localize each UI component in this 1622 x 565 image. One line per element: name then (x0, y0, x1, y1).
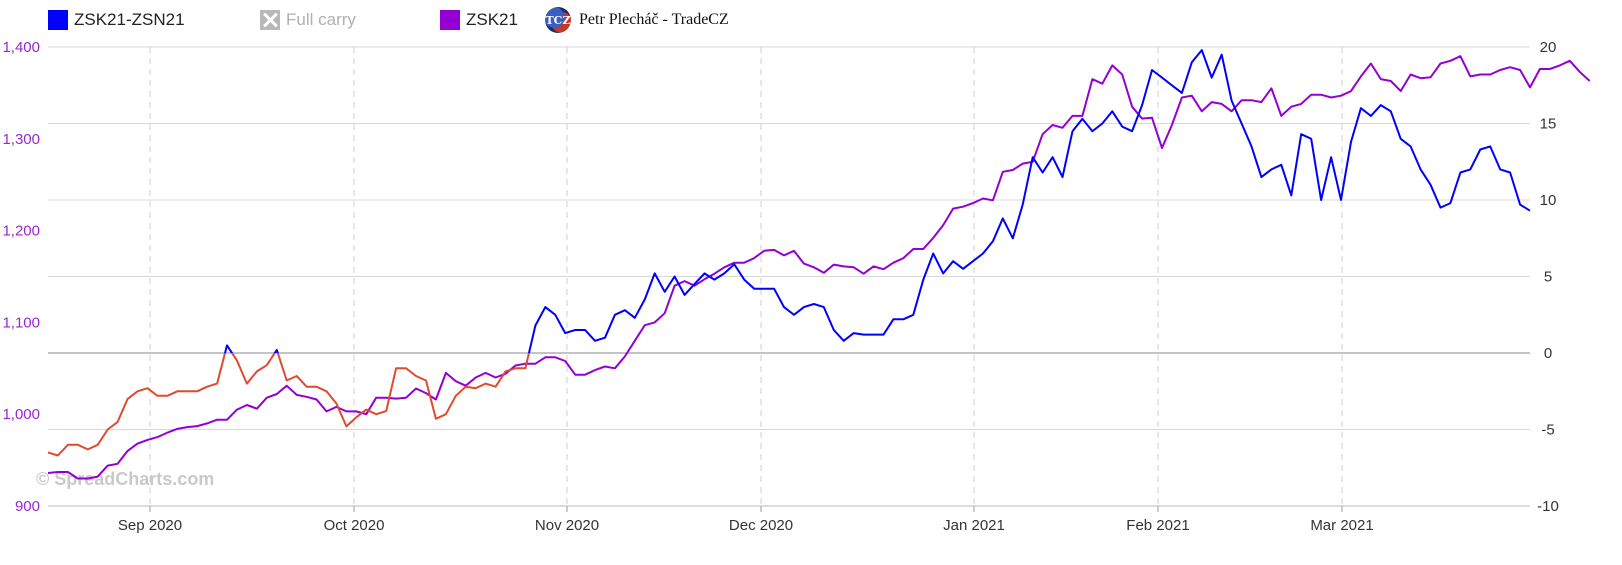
series-line-zsk21 (47, 55, 1591, 480)
y-left-tick-label: 1,100 (2, 314, 40, 331)
y-right-tick-label: 10 (1540, 192, 1557, 209)
y-right-tick-label: -10 (1537, 498, 1559, 515)
x-tick-label: Feb 2021 (1126, 517, 1189, 534)
legend-label-spread: ZSK21-ZSN21 (74, 10, 185, 29)
author-credit: TCZ Petr Plecháč - TradeCZ (545, 7, 729, 33)
legend-label-outright: ZSK21 (466, 10, 518, 29)
hidden-series-x-icon (260, 10, 280, 30)
chart-legend: ZSK21-ZSN21 Full carry ZSK21 TCZ Petr Pl… (0, 0, 1622, 40)
x-tick-label: Sep 2020 (118, 517, 182, 534)
legend-item-full-carry[interactable]: Full carry (260, 9, 356, 31)
series-line-spread-negative (47, 353, 531, 457)
axis-ticks: -10 -5 0 5 10 15 20 900 1,000 1,100 1,200 1,300 1,40… (2, 39, 1558, 534)
author-name: Petr Plecháč - TradeCZ (579, 11, 729, 28)
tradecz-logo-icon: TCZ (545, 7, 571, 33)
y-right-tick-label: -5 (1541, 422, 1554, 439)
y-left-tick-label: 1,200 (2, 223, 40, 240)
x-tick-label: Dec 2020 (729, 517, 793, 534)
x-tick-label: Jan 2021 (943, 517, 1005, 534)
y-right-tick-label: 20 (1540, 39, 1557, 56)
watermark: © SpreadCharts.com (36, 469, 214, 489)
legend-swatch-outright (440, 10, 460, 30)
y-left-tick-label: 1,400 (2, 39, 40, 56)
legend-item-outright[interactable]: ZSK21 (440, 9, 518, 31)
grid-lines (48, 46, 1530, 507)
y-right-tick-label: 5 (1544, 269, 1552, 286)
y-left-tick-label: 1,300 (2, 131, 40, 148)
legend-item-spread[interactable]: ZSK21-ZSN21 (48, 9, 185, 31)
y-right-tick-label: 0 (1544, 345, 1552, 362)
y-left-tick-label: 1,000 (2, 406, 40, 423)
y-right-tick-label: 15 (1540, 116, 1557, 133)
legend-label-full-carry: Full carry (286, 10, 356, 29)
x-tick-label: Mar 2021 (1310, 517, 1373, 534)
series-lines (47, 49, 1591, 480)
legend-swatch-spread (48, 10, 68, 30)
x-tick-label: Oct 2020 (324, 517, 385, 534)
x-tick-label: Nov 2020 (535, 517, 599, 534)
y-left-tick-label: 900 (15, 498, 40, 515)
series-line-spread-positive (223, 49, 1531, 353)
